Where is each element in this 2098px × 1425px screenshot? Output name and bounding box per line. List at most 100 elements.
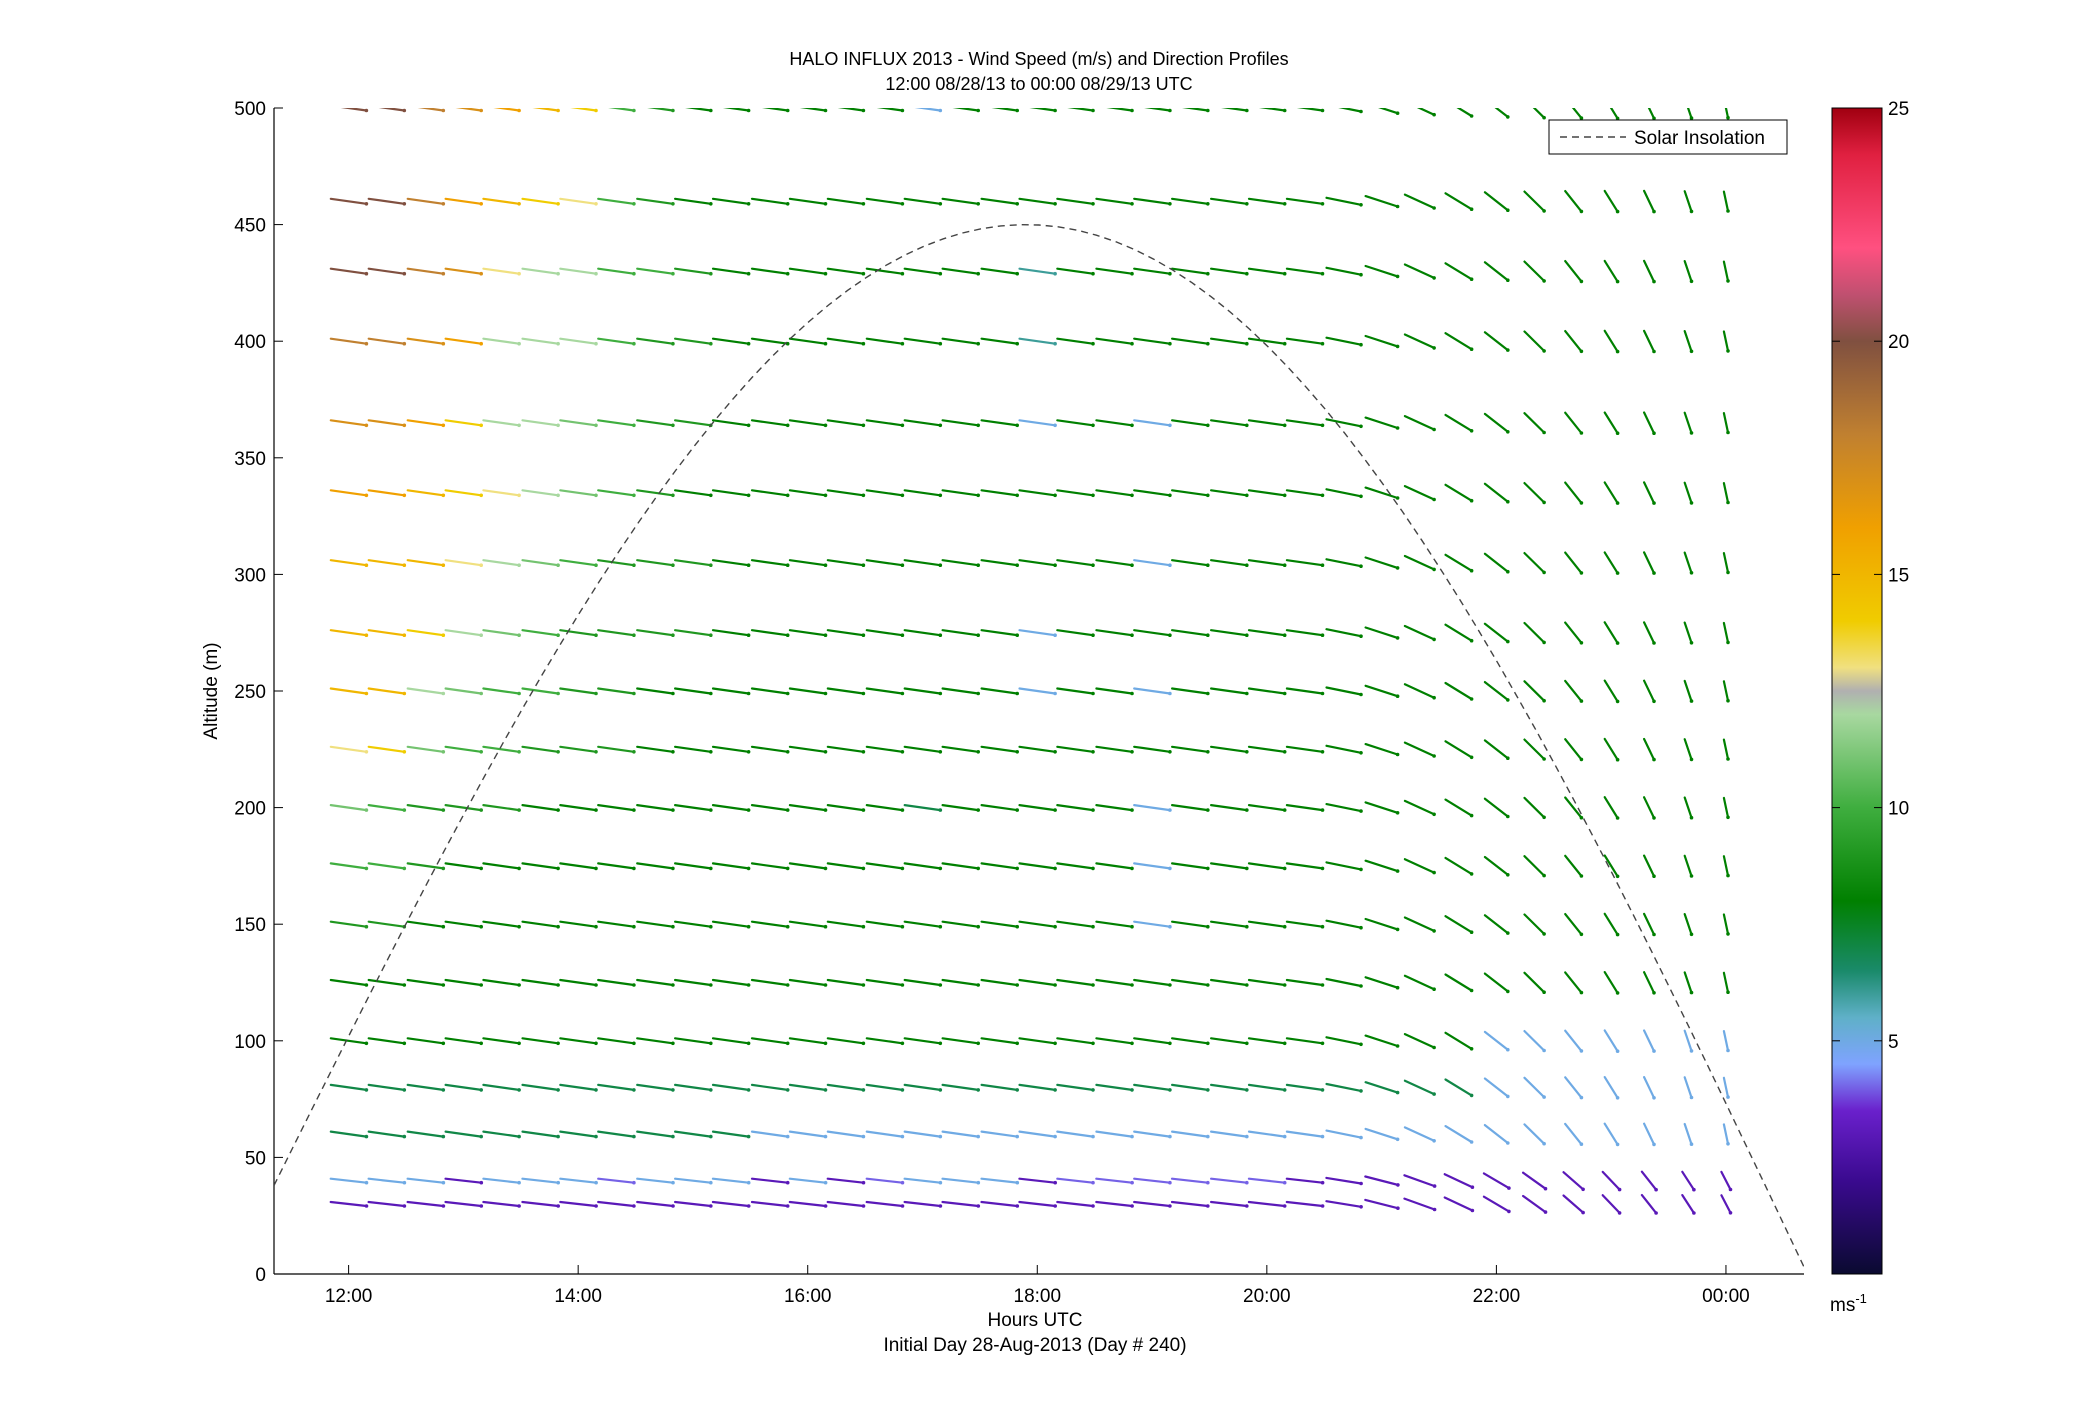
wind-barb-tip (1359, 424, 1363, 429)
wind-barb-tip (1579, 571, 1584, 575)
wind-barb-tip (441, 202, 446, 206)
wind-barb-tip (1130, 750, 1134, 754)
wind-barb (1325, 1129, 1363, 1139)
wind-barb-tip (746, 1180, 751, 1185)
wind-barb-tip (517, 108, 521, 113)
wind-barb-tip (1245, 1088, 1249, 1092)
wind-barb (482, 197, 521, 205)
x-tick-label: 12:00 (325, 1286, 373, 1307)
wind-barb-tip (1168, 750, 1172, 754)
wind-barb-tip (1320, 271, 1325, 276)
wind-barb-tip (1320, 1041, 1325, 1046)
wind-barb (1444, 1031, 1473, 1050)
wind-barb-tip (1396, 1206, 1400, 1210)
wind-barb (711, 197, 750, 205)
wind-barb (941, 803, 980, 812)
wind-barb (329, 1177, 368, 1184)
wind-barb (903, 1177, 942, 1184)
wind-barb (1403, 1197, 1436, 1211)
wind-barb (1683, 796, 1693, 819)
wind-barb-tip (1395, 927, 1400, 932)
wind-barb (521, 862, 560, 870)
wind-barb-tip (1652, 571, 1656, 575)
wind-barb-tip (594, 1041, 598, 1046)
wind-barb-tip (1726, 640, 1730, 645)
wind-barb-tip (1579, 1142, 1584, 1146)
wind-barb (493, 108, 521, 112)
wind-barb (788, 1177, 827, 1184)
wind-barb (673, 337, 712, 345)
wind-barb-tip (1130, 808, 1134, 812)
wind-barb (1247, 862, 1286, 870)
wind-barb-tip (1542, 640, 1546, 645)
wind-barb-tip (938, 271, 943, 276)
wind-barb (788, 1200, 827, 1208)
wind-barb-tip (1395, 636, 1400, 640)
wind-barb (1209, 687, 1248, 695)
wind-barb-tip (1130, 1134, 1134, 1139)
wind-barb (559, 629, 598, 637)
wind-barb (1170, 629, 1209, 637)
wind-barb (1603, 621, 1619, 645)
wind-barb (559, 1177, 598, 1184)
wind-barb (1095, 629, 1134, 637)
wind-barb-tip (709, 1204, 713, 1208)
wind-barb (367, 629, 406, 637)
wind-barb (903, 687, 942, 695)
wind-barb (980, 1130, 1019, 1138)
wind-barb (1444, 740, 1473, 759)
wind-barb-tip (556, 1180, 560, 1185)
wind-barb-tip (1282, 633, 1287, 637)
wind-barb-tip (1726, 1095, 1730, 1099)
wind-barb-tip (1726, 1048, 1730, 1053)
wind-barb-tip (1652, 757, 1656, 762)
y-tick-label: 50 (245, 1148, 266, 1169)
wind-barb (711, 1037, 750, 1045)
wind-barb (329, 920, 368, 928)
wind-barb-tip (1579, 932, 1584, 937)
wind-barb (980, 745, 1019, 753)
wind-barb-tip (1206, 108, 1210, 113)
wind-barb (367, 745, 406, 753)
colorbar-tick-label: 20 (1888, 332, 1909, 353)
wind-barb-tip (1395, 274, 1400, 279)
wind-barb-tip (861, 983, 866, 987)
wind-barb (903, 920, 942, 928)
wind-barb (1364, 1081, 1399, 1094)
wind-barb (636, 920, 675, 928)
wind-barb (378, 108, 406, 112)
wind-barb (1285, 687, 1324, 695)
wind-barb-tip (1615, 991, 1620, 995)
wind-barb (444, 687, 483, 695)
wind-barb-tip (632, 1088, 636, 1092)
wind-barb-tip (1542, 757, 1546, 761)
wind-barb-tip (556, 633, 560, 637)
wind-barb-tip (1130, 493, 1134, 498)
wind-barb-tip (1615, 641, 1620, 645)
wind-barb-tip (938, 493, 943, 498)
wind-barb (941, 1130, 980, 1138)
wind-barb-tip (1053, 808, 1057, 812)
wind-barb-tip (1615, 1049, 1620, 1053)
wind-barb (1018, 559, 1057, 567)
wind-barb (1325, 558, 1363, 568)
wind-barb-tip (1320, 808, 1325, 812)
wind-barb-tip (976, 808, 980, 812)
wind-barb-tip (823, 808, 828, 812)
wind-barb (1603, 551, 1619, 575)
wind-barb-tip (709, 108, 713, 113)
wind-barb-tip (1320, 563, 1325, 567)
wind-barb-tip (1652, 349, 1656, 354)
wind-barb-tip (402, 108, 407, 113)
wind-barb-tip (938, 1041, 943, 1046)
wind-barb (1444, 413, 1473, 432)
wind-barb-tip (1053, 271, 1057, 276)
wind-barb-tip (1091, 271, 1095, 276)
wind-barb-tip (746, 202, 751, 206)
wind-barb-tip (479, 108, 484, 113)
wind-barb (1170, 1177, 1209, 1184)
wind-barb-tip (632, 983, 636, 987)
wind-barb-tip (938, 1088, 943, 1092)
wind-barb (1483, 552, 1509, 573)
